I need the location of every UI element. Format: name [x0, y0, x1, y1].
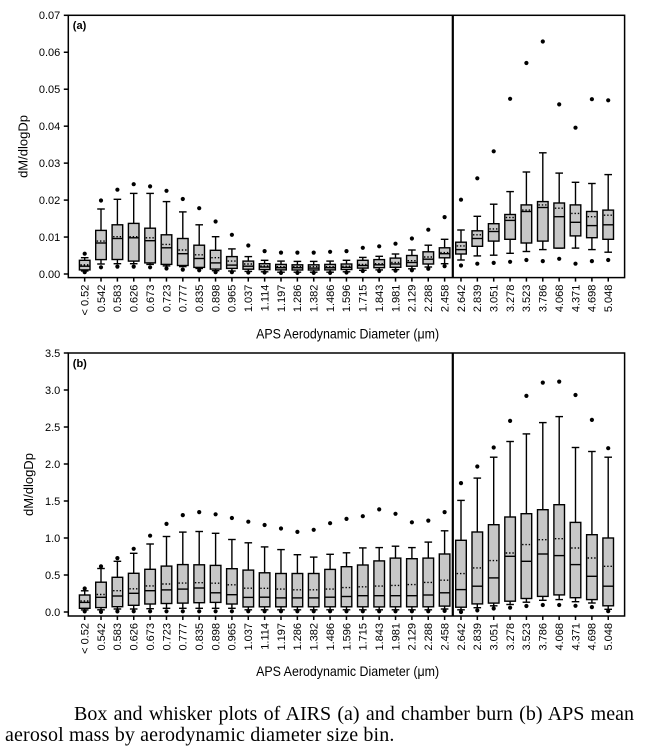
svg-text:0.673: 0.673 — [145, 623, 157, 651]
svg-text:3.786: 3.786 — [538, 623, 550, 651]
svg-text:3.523: 3.523 — [521, 285, 533, 313]
svg-text:1.596: 1.596 — [341, 623, 353, 651]
svg-text:3.523: 3.523 — [521, 623, 533, 651]
svg-text:0.07: 0.07 — [39, 10, 60, 22]
svg-text:2.5: 2.5 — [45, 422, 60, 434]
svg-text:1.286: 1.286 — [292, 623, 304, 651]
svg-text:4.698: 4.698 — [587, 285, 599, 313]
svg-text:4.068: 4.068 — [554, 285, 566, 313]
svg-text:2.288: 2.288 — [423, 623, 435, 651]
svg-text:APS Aerodynamic Diameter (μm): APS Aerodynamic Diameter (μm) — [256, 663, 439, 679]
svg-text:0.777: 0.777 — [178, 285, 190, 313]
svg-text:0.626: 0.626 — [129, 285, 141, 313]
svg-text:< 0.52: < 0.52 — [79, 285, 91, 316]
svg-text:1.596: 1.596 — [341, 285, 353, 313]
svg-text:1.486: 1.486 — [325, 285, 337, 313]
svg-text:0.835: 0.835 — [194, 285, 206, 313]
svg-text:3.0: 3.0 — [45, 385, 60, 397]
svg-text:1.981: 1.981 — [390, 285, 402, 313]
svg-text:1.486: 1.486 — [325, 623, 337, 651]
svg-text:3.278: 3.278 — [505, 285, 517, 313]
svg-text:2.458: 2.458 — [439, 285, 451, 313]
svg-text:0.583: 0.583 — [112, 623, 124, 651]
svg-text:5.048: 5.048 — [603, 285, 615, 313]
svg-text:0.05: 0.05 — [39, 84, 60, 96]
svg-text:0.00: 0.00 — [39, 269, 60, 281]
svg-text:5.048: 5.048 — [603, 623, 615, 651]
svg-text:0.898: 0.898 — [210, 623, 222, 651]
svg-text:3.786: 3.786 — [538, 285, 550, 313]
svg-text:3.5: 3.5 — [45, 348, 60, 360]
svg-text:0.673: 0.673 — [145, 285, 157, 313]
svg-text:1.037: 1.037 — [243, 285, 255, 313]
svg-text:2.839: 2.839 — [472, 285, 484, 313]
svg-text:< 0.52: < 0.52 — [79, 623, 91, 654]
svg-text:2.458: 2.458 — [439, 623, 451, 651]
svg-text:2.0: 2.0 — [45, 459, 60, 471]
svg-text:2.642: 2.642 — [456, 285, 468, 313]
svg-text:1.382: 1.382 — [309, 285, 321, 313]
svg-text:0.626: 0.626 — [129, 623, 141, 651]
svg-text:1.715: 1.715 — [358, 285, 370, 313]
svg-text:1.037: 1.037 — [243, 623, 255, 651]
svg-text:1.197: 1.197 — [276, 285, 288, 313]
svg-text:dM/dlogDp: dM/dlogDp — [21, 453, 36, 516]
svg-text:2.129: 2.129 — [407, 623, 419, 651]
svg-text:0.02: 0.02 — [39, 195, 60, 207]
svg-text:1.981: 1.981 — [390, 623, 402, 651]
svg-text:1.715: 1.715 — [358, 623, 370, 651]
svg-text:1.286: 1.286 — [292, 285, 304, 313]
svg-text:2.129: 2.129 — [407, 285, 419, 313]
svg-text:0.542: 0.542 — [96, 623, 108, 651]
svg-text:0.965: 0.965 — [227, 285, 239, 313]
svg-text:0.01: 0.01 — [39, 232, 60, 244]
svg-text:1.382: 1.382 — [309, 623, 321, 651]
svg-text:3.051: 3.051 — [489, 623, 501, 651]
svg-text:4.371: 4.371 — [570, 285, 582, 313]
svg-text:(b): (b) — [73, 358, 87, 370]
svg-text:0.583: 0.583 — [112, 285, 124, 313]
svg-text:0.777: 0.777 — [178, 623, 190, 651]
svg-text:1.5: 1.5 — [45, 496, 60, 508]
svg-text:0.0: 0.0 — [45, 607, 60, 619]
svg-text:0.835: 0.835 — [194, 623, 206, 651]
svg-text:0.04: 0.04 — [39, 121, 60, 133]
svg-text:0.965: 0.965 — [227, 623, 239, 651]
svg-text:0.898: 0.898 — [210, 285, 222, 313]
svg-text:0.03: 0.03 — [39, 158, 60, 170]
svg-text:1.843: 1.843 — [374, 623, 386, 651]
svg-text:1.0: 1.0 — [45, 533, 60, 545]
svg-text:2.642: 2.642 — [456, 623, 468, 651]
svg-text:3.278: 3.278 — [505, 623, 517, 651]
svg-text:2.839: 2.839 — [472, 623, 484, 651]
svg-text:1.197: 1.197 — [276, 623, 288, 651]
svg-text:0.723: 0.723 — [161, 623, 173, 651]
svg-text:1.843: 1.843 — [374, 285, 386, 313]
svg-text:0.06: 0.06 — [39, 47, 60, 59]
svg-text:1.114: 1.114 — [259, 285, 271, 312]
svg-text:4.371: 4.371 — [570, 623, 582, 651]
svg-text:0.723: 0.723 — [161, 285, 173, 313]
svg-text:0.542: 0.542 — [96, 285, 108, 313]
svg-text:(a): (a) — [73, 20, 87, 32]
svg-text:dM/dlogDp: dM/dlogDp — [15, 115, 30, 178]
svg-text:4.068: 4.068 — [554, 623, 566, 651]
svg-text:0.5: 0.5 — [45, 570, 60, 582]
svg-text:2.288: 2.288 — [423, 285, 435, 313]
svg-text:4.698: 4.698 — [587, 623, 599, 651]
svg-text:3.051: 3.051 — [489, 285, 501, 313]
svg-text:APS Aerodynamic Diameter (μm): APS Aerodynamic Diameter (μm) — [256, 326, 439, 342]
svg-text:1.114: 1.114 — [259, 623, 271, 650]
